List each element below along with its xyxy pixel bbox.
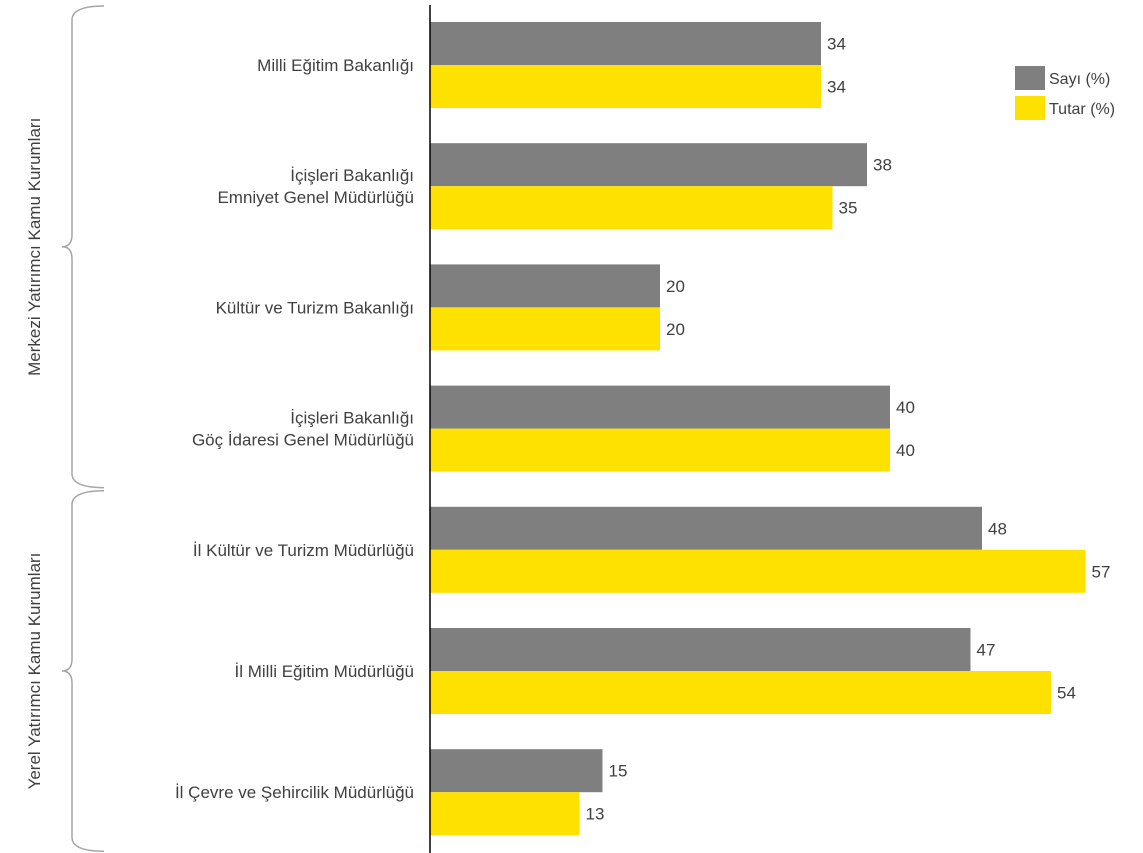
- bars-layer: [430, 22, 1086, 836]
- legend-label-sayi: Sayı (%): [1049, 71, 1110, 88]
- category-label-0: Milli Eğitim Bakanlığı: [257, 56, 414, 75]
- bar-sayi-5: [430, 628, 971, 671]
- bar-tutar-4: [430, 549, 1086, 593]
- category-label-1-line-0: İçişleri Bakanlığı: [290, 166, 414, 185]
- data-label-tutar-3: 40: [896, 441, 915, 460]
- category-label-2: Kültür ve Turizm Bakanlığı: [216, 298, 414, 317]
- data-label-sayi-5: 47: [977, 641, 996, 660]
- category-labels-layer: Milli Eğitim Bakanlığı İçişleri Bakanlığı…: [175, 56, 414, 802]
- group-brackets-layer: Merkezi Yatırımcı Kamu Kurumları Yerel Ya…: [25, 5, 105, 852]
- data-label-tutar-5: 54: [1057, 684, 1076, 703]
- value-labels-layer: 34 34 38 35 20 20 40 40 48 57 47 54 15 13: [586, 35, 1111, 824]
- bar-sayi-3: [430, 385, 890, 429]
- group-label-0: Merkezi Yatırımcı Kamu Kurumları: [25, 118, 44, 376]
- category-label-3-line-0: İçişleri Bakanlığı: [290, 409, 414, 428]
- bar-sayi-0: [430, 22, 821, 65]
- data-label-sayi-0: 34: [827, 35, 846, 54]
- group-bracket-1: [61, 490, 105, 852]
- data-label-sayi-3: 40: [896, 398, 915, 417]
- category-label-3-line-1: Göç İdaresi Genel Müdürlüğü: [192, 431, 414, 450]
- legend: Sayı (%) Tutar (%): [1015, 66, 1115, 120]
- bar-sayi-1: [430, 143, 867, 187]
- data-label-sayi-2: 20: [666, 277, 685, 296]
- data-label-sayi-6: 15: [609, 762, 628, 781]
- legend-label-tutar: Tutar (%): [1049, 101, 1115, 118]
- data-label-sayi-4: 48: [988, 519, 1007, 538]
- bar-tutar-2: [430, 307, 660, 351]
- category-label-4: İl Kültür ve Turizm Müdürlüğü: [193, 541, 414, 560]
- legend-swatch-sayi: [1015, 66, 1045, 90]
- data-label-tutar-1: 35: [839, 199, 858, 218]
- bar-sayi-2: [430, 264, 660, 308]
- bar-tutar-3: [430, 428, 890, 472]
- bar-tutar-5: [430, 671, 1051, 714]
- bar-tutar-0: [430, 65, 821, 108]
- group-label-1: Yerel Yatırımcı Kamu Kurumları: [25, 553, 44, 790]
- data-label-tutar-0: 34: [827, 78, 846, 97]
- bar-sayi-6: [430, 749, 603, 793]
- bar-sayi-4: [430, 506, 982, 550]
- data-label-sayi-1: 38: [873, 156, 892, 175]
- bar-tutar-1: [430, 186, 833, 230]
- data-label-tutar-6: 13: [586, 805, 605, 824]
- bar-tutar-6: [430, 792, 580, 836]
- legend-swatch-tutar: [1015, 96, 1045, 120]
- data-label-tutar-2: 20: [666, 320, 685, 339]
- group-bracket-0: [61, 5, 105, 489]
- category-label-1-line-1: Emniyet Genel Müdürlüğü: [217, 188, 414, 207]
- category-label-6: İl Çevre ve Şehircilik Müdürlüğü: [175, 783, 414, 802]
- data-label-tutar-4: 57: [1092, 562, 1111, 581]
- category-label-5: İl Milli Eğitim Müdürlüğü: [235, 662, 415, 681]
